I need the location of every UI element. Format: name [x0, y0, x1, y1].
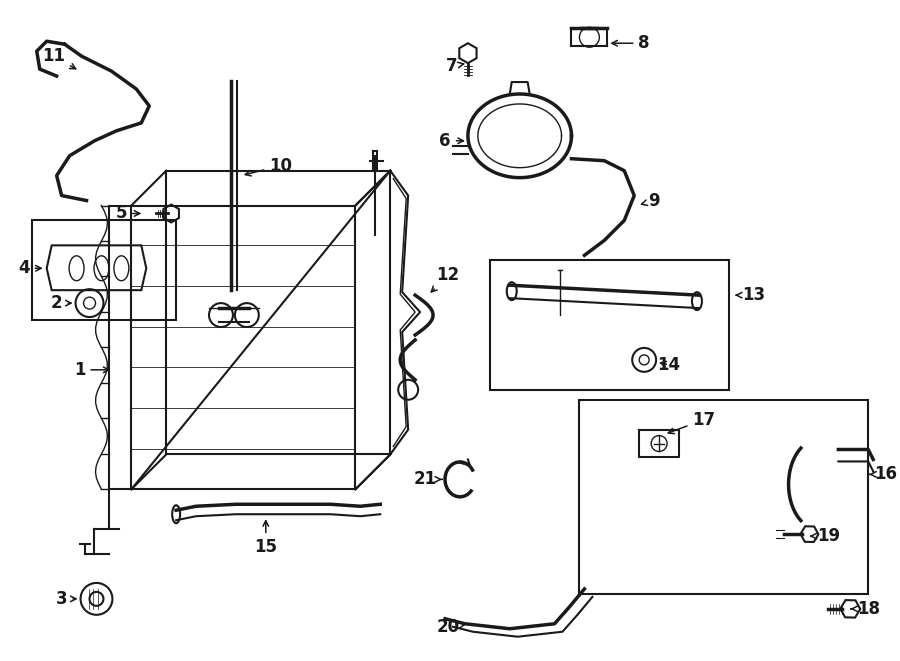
Bar	[32, 221, 176, 320]
Text: 12: 12	[431, 266, 460, 292]
Text: 8: 8	[612, 34, 650, 52]
Text: 15: 15	[255, 521, 277, 556]
Text: 11: 11	[42, 47, 76, 69]
Text: 16: 16	[869, 465, 897, 483]
Text: 13: 13	[736, 286, 765, 304]
Text: 6: 6	[439, 132, 464, 150]
Text: 17: 17	[669, 410, 716, 434]
Text: 19: 19	[811, 527, 840, 545]
Text: 1: 1	[74, 361, 109, 379]
Text: 2: 2	[50, 294, 71, 312]
Text: 18: 18	[851, 600, 879, 618]
Text: 10: 10	[245, 157, 292, 176]
Text: 21: 21	[413, 471, 442, 488]
Text: 3: 3	[56, 590, 76, 608]
Text: 20: 20	[436, 618, 465, 636]
Text: 4: 4	[18, 259, 41, 277]
Bar	[490, 260, 729, 390]
Text: 7: 7	[446, 57, 464, 75]
Text: 9: 9	[642, 192, 660, 210]
Text: 5: 5	[115, 204, 140, 223]
Bar	[580, 400, 868, 594]
Text: 14: 14	[658, 356, 680, 374]
